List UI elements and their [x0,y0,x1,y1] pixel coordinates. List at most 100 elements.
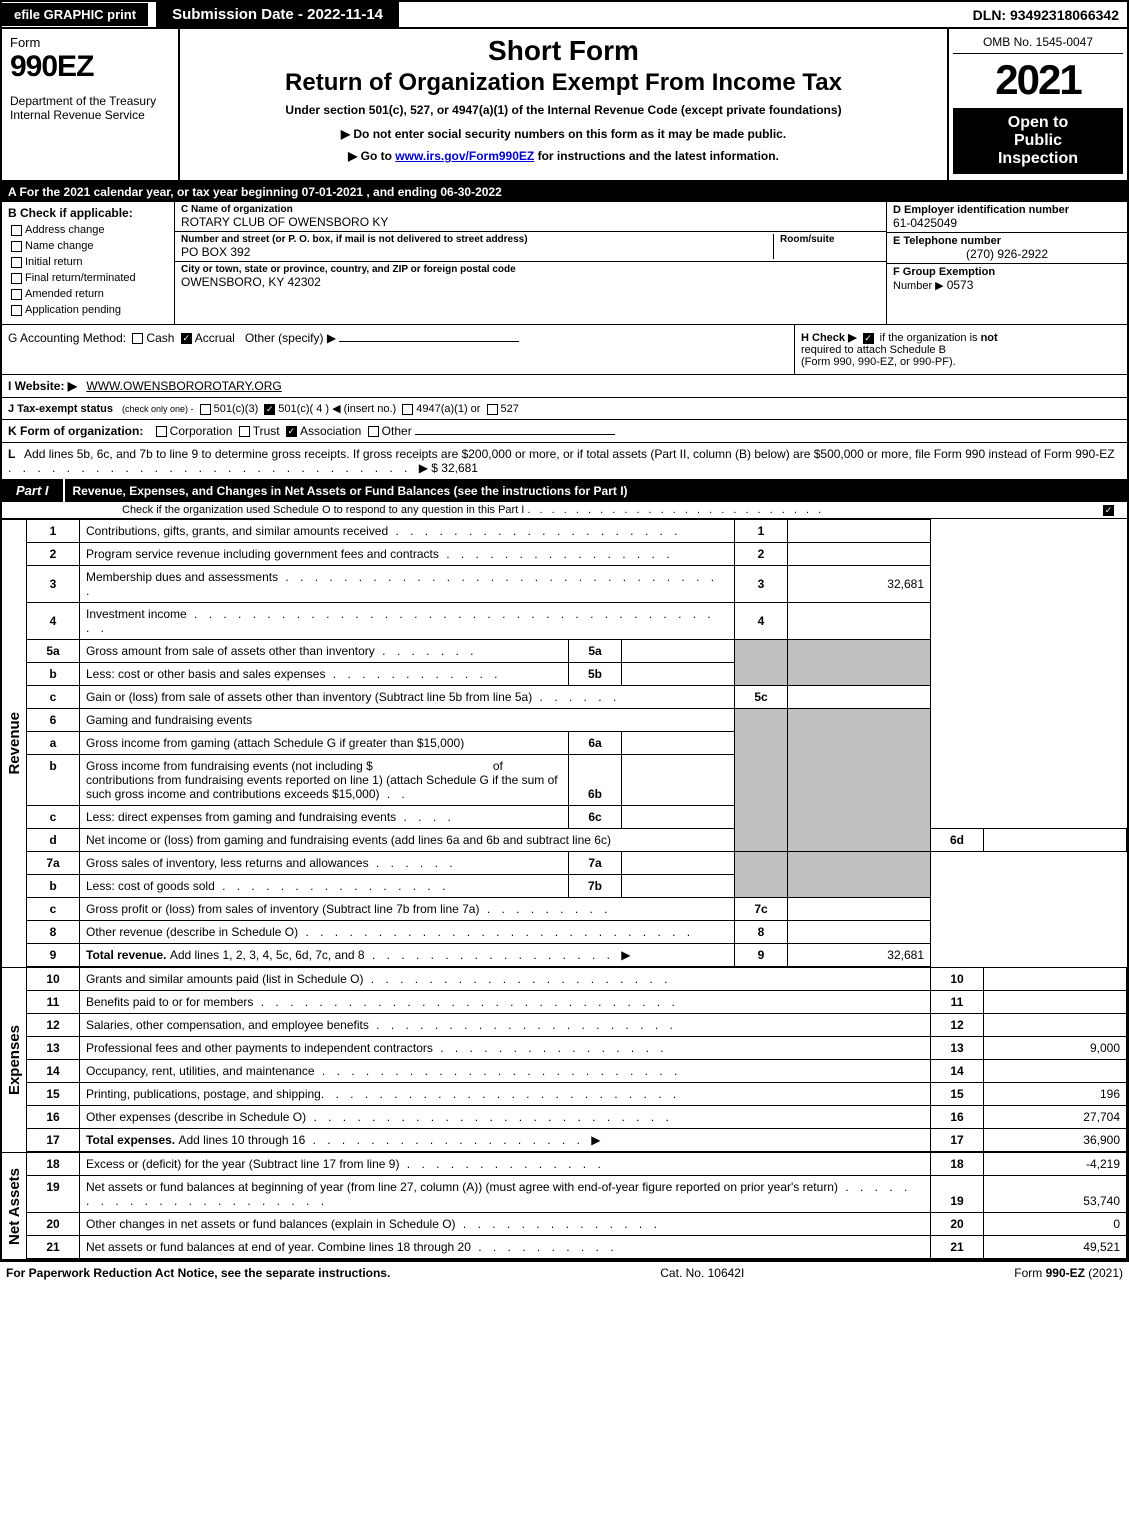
cb-app-pending[interactable]: Application pending [8,304,168,316]
cb-527[interactable] [487,404,498,415]
j-label: J Tax-exempt status [8,403,113,415]
line-21: 21 Net assets or fund balances at end of… [27,1236,1127,1259]
part1-title: Revenue, Expenses, and Changes in Net As… [65,480,1127,502]
line-13: 13 Professional fees and other payments … [27,1037,1127,1060]
line-9: 9 Total revenue. Add lines 1, 2, 3, 4, 5… [27,944,1127,967]
dept-treasury: Department of the Treasury [10,94,170,108]
k-label: K Form of organization: [8,424,143,438]
f-group-value: 0573 [947,278,974,292]
line-6: 6 Gaming and fundraising events [27,709,1127,732]
checkbox-icon [11,289,22,300]
part1-tab: Part I [2,479,65,502]
k-form-org-row: K Form of organization: Corporation Trus… [2,419,1127,442]
i-label: I Website: ▶ [8,379,77,393]
goto-pre: ▶ Go to [348,149,395,163]
cb-amended-return[interactable]: Amended return [8,288,168,300]
line-3: 3 Membership dues and assessments . . . … [27,566,1127,603]
top-bar: efile GRAPHIC print Submission Date - 20… [2,2,1127,29]
k-other-input[interactable] [415,434,615,435]
expenses-label: Expenses [2,967,27,1152]
goto-link[interactable]: www.irs.gov/Form990EZ [395,149,534,163]
dln-number: DLN: 93492318066342 [965,3,1127,27]
efile-print-button[interactable]: efile GRAPHIC print [2,3,148,26]
section-b: B Check if applicable: Address change Na… [2,202,175,324]
section-d: D Employer identification number 61-0425… [886,202,1127,324]
inspection-line2: Public [957,132,1119,150]
part1-sub-text: Check if the organization used Schedule … [122,504,524,516]
cb-name-change[interactable]: Name change [8,240,168,252]
cb-accrual[interactable]: ✓ [181,333,192,344]
line-6d: d Net income or (loss) from gaming and f… [27,829,1127,852]
cb-501c[interactable]: ✓ [264,404,275,415]
line-5c: c Gain or (loss) from sale of assets oth… [27,686,1127,709]
cb-4947[interactable] [402,404,413,415]
cb-501c3[interactable] [200,404,211,415]
cb-trust[interactable] [239,426,250,437]
header-left: Form 990EZ Department of the Treasury In… [2,29,180,180]
d-ein-label: D Employer identification number [893,204,1121,216]
g-h-row: G Accounting Method: Cash ✓Accrual Other… [2,324,1127,374]
e-phone-value: (270) 926-2922 [893,247,1121,261]
netassets-label: Net Assets [2,1152,27,1259]
k-other: Other [382,424,412,438]
form-container: efile GRAPHIC print Submission Date - 20… [0,0,1129,1261]
j-o1: 501(c)(3) [214,403,259,415]
g-accounting: G Accounting Method: Cash ✓Accrual Other… [2,325,794,374]
title-return: Return of Organization Exempt From Incom… [192,69,935,97]
irs-label: Internal Revenue Service [10,108,170,122]
c-name-row: C Name of organization ROTARY CLUB OF OW… [175,202,886,232]
netassets-section: Net Assets 18 Excess or (deficit) for th… [2,1152,1127,1259]
cb-final-return[interactable]: Final return/terminated [8,272,168,284]
j-sub: (check only one) - [122,404,194,414]
header-center: Short Form Return of Organization Exempt… [180,29,947,180]
form-number: 990EZ [10,50,170,84]
f-group-row: F Group Exemption Number ▶ 0573 [887,263,1127,294]
cb-assoc[interactable]: ✓ [286,426,297,437]
revenue-label: Revenue [2,519,27,967]
cb-h-check[interactable]: ✓ [863,333,874,344]
c-city-value: OWENSBORO, KY 42302 [181,275,880,289]
j-o2: 501(c)( 4 ) ◀ (insert no.) [278,403,396,415]
k-trust: Trust [253,424,280,438]
c-street-value: PO BOX 392 [181,245,773,259]
g-accrual: Accrual [195,331,235,345]
c-name-label: C Name of organization [181,204,880,215]
c-name-value: ROTARY CLUB OF OWENSBORO KY [181,215,880,229]
revenue-section: Revenue 1 Contributions, gifts, grants, … [2,519,1127,967]
cb-address-change[interactable]: Address change [8,224,168,236]
omb-number: OMB No. 1545-0047 [953,35,1123,54]
h-label: H Check ▶ [801,332,857,344]
l-amount: ▶ $ 32,681 [419,461,478,475]
i-website-link[interactable]: WWW.OWENSBOROROTARY.ORG [86,379,281,393]
footer-left: For Paperwork Reduction Act Notice, see … [6,1266,390,1280]
line-5b: b Less: cost or other basis and sales ex… [27,663,1127,686]
g-other-input[interactable] [339,341,519,342]
i-website-row: I Website: ▶ WWW.OWENSBOROROTARY.ORG [2,374,1127,397]
inspection-line3: Inspection [957,150,1119,168]
line-8: 8 Other revenue (describe in Schedule O)… [27,921,1127,944]
footer-right: Form 990-EZ (2021) [1014,1266,1123,1280]
c-street-label: Number and street (or P. O. box, if mail… [181,234,773,245]
line-5a: 5a Gross amount from sale of assets othe… [27,640,1127,663]
d-ein-row: D Employer identification number 61-0425… [887,202,1127,232]
part1-sub-check[interactable]: ✓ [1100,504,1117,516]
l-label: L [8,447,15,461]
cb-cash[interactable] [132,333,143,344]
j-o4: 527 [501,403,519,415]
checkbox-icon [11,273,22,284]
cb-initial-return[interactable]: Initial return [8,256,168,268]
f-group-label: F Group Exemption [893,266,1121,278]
line-4: 4 Investment income . . . . . . . . . . … [27,603,1127,640]
cb-corp[interactable] [156,426,167,437]
checkbox-icon [11,225,22,236]
checkbox-icon [11,305,22,316]
line-15: 15 Printing, publications, postage, and … [27,1083,1127,1106]
checkbox-icon [11,241,22,252]
footer-mid: Cat. No. 10642I [660,1266,744,1280]
cb-other[interactable] [368,426,379,437]
line-2: 2 Program service revenue including gove… [27,543,1127,566]
line-10: 10 Grants and similar amounts paid (list… [27,968,1127,991]
expenses-section: Expenses 10 Grants and similar amounts p… [2,967,1127,1152]
submission-date: Submission Date - 2022-11-14 [156,2,399,27]
goto-instructions: ▶ Go to www.irs.gov/Form990EZ for instru… [192,149,935,163]
